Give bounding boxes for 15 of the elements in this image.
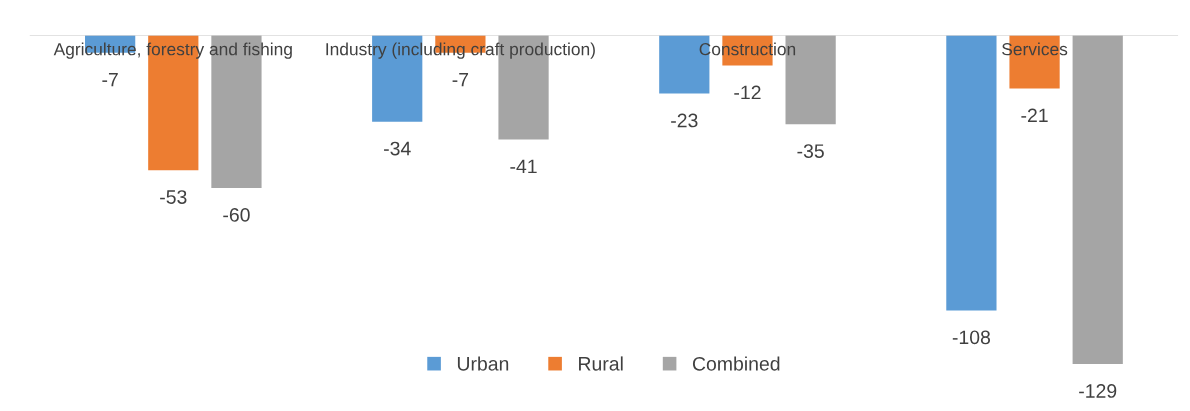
data-label: -41	[510, 159, 537, 174]
legend-label: Rural	[579, 356, 623, 371]
data-label: -129	[1079, 384, 1117, 398]
data-label: -12	[734, 85, 761, 100]
data-label: -35	[797, 144, 824, 158]
data-label: -34	[384, 141, 411, 156]
data-label: -7	[102, 72, 118, 87]
data-label: -60	[223, 207, 250, 222]
data-label: -21	[1021, 108, 1048, 123]
data-label: -108	[952, 330, 991, 345]
data-label: -23	[671, 113, 698, 128]
data-label: -7	[452, 72, 469, 87]
data-label: -53	[160, 190, 187, 204]
legend-label: Urban	[457, 356, 509, 371]
legend-label: Combined	[692, 356, 780, 371]
